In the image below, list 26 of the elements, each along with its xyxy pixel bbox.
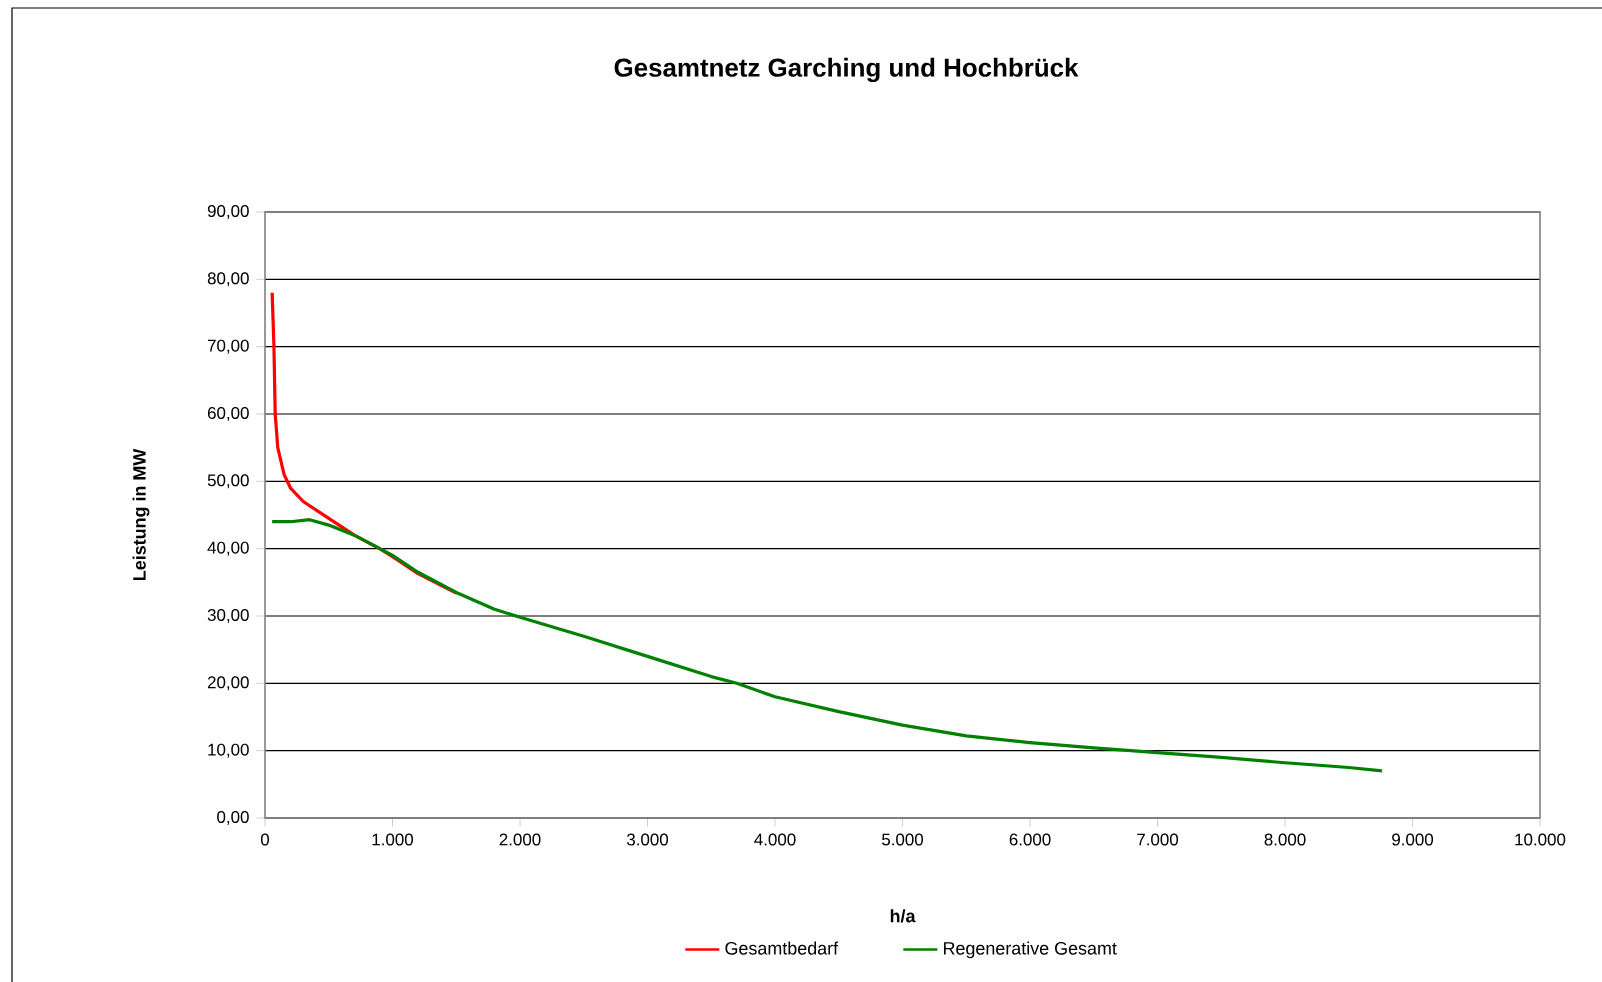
x-tick-label: 3.000: [626, 833, 669, 846]
x-tick-label: 9.000: [1392, 833, 1434, 846]
x-tick-label: 6.000: [1009, 833, 1051, 846]
y-tick-label: 0,00: [217, 811, 249, 825]
y-tick-label: 20,00: [207, 676, 249, 691]
x-tick-label: 8.000: [1264, 833, 1306, 846]
y-axis-title: Leistung in MW: [132, 448, 150, 581]
y-tick-label: 40,00: [207, 541, 249, 556]
x-tick-label: 0: [260, 833, 270, 846]
x-tick-label: 1.000: [372, 833, 414, 846]
chart-title: Gesamtnetz Garching und Hochbrück: [614, 57, 1079, 83]
y-tick-label: 10,00: [208, 743, 249, 758]
y-tick-label: 90,00: [207, 205, 249, 219]
y-tick-label: 60,00: [207, 407, 249, 421]
x-tick-label: 7.000: [1137, 833, 1179, 846]
legend-label: Regenerative Gesamt: [943, 941, 1117, 959]
x-tick-label: 5.000: [882, 833, 924, 846]
x-tick-label: 10.000: [1515, 833, 1566, 846]
x-tick-label: 2.000: [499, 833, 541, 846]
y-tick-label: 50,00: [207, 474, 249, 489]
x-tick-label: 4.000: [754, 833, 796, 846]
legend-label: Gesamtbedarf: [725, 941, 839, 955]
x-axis-title: h/a: [890, 909, 916, 923]
y-tick-label: 30,00: [207, 609, 249, 623]
y-tick-label: 80,00: [207, 272, 249, 287]
y-tick-label: 70,00: [207, 339, 249, 354]
